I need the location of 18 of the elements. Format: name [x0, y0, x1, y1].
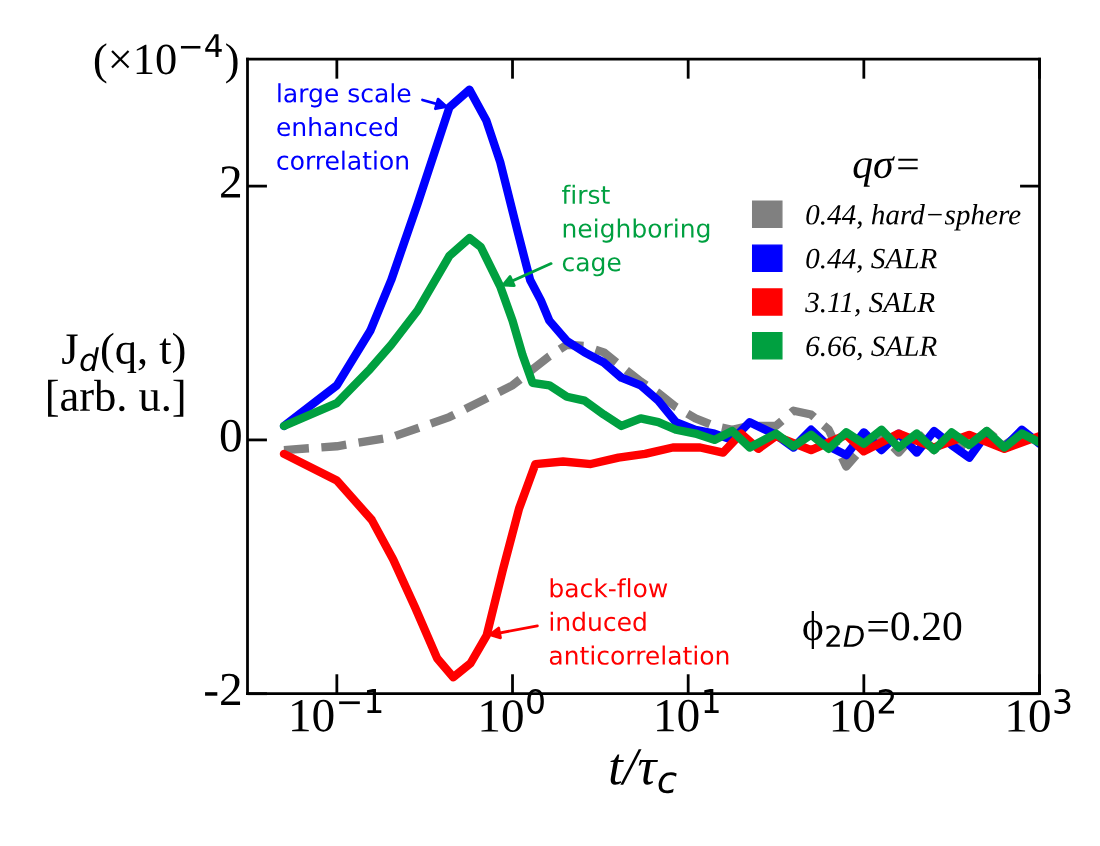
legend-title: qσ=: [853, 156, 918, 187]
x-tick-label: 10$^{1}$: [657, 689, 719, 732]
legend-label: 0.44, SALR: [806, 248, 937, 273]
y-tick-label: 0: [220, 419, 241, 452]
y-tick-label: -2: [205, 673, 241, 706]
annotation: back-flow induced anticorrelation: [549, 578, 729, 665]
x-tick-label: 10$^{3}$: [1008, 689, 1071, 733]
legend-label: 6.66, SALR: [806, 336, 937, 361]
annotation: first neighboring cage: [562, 184, 710, 277]
y-axis-title: J$_{d}$(q, t) [arb. u.]: [48, 332, 185, 417]
text: (×10$^{−4}$): [94, 34, 238, 84]
x-tick-label: 10$^{−1}$: [292, 689, 382, 732]
annotation: ϕ$_{2D}$=0.20: [803, 611, 962, 649]
y-tick-label: 2: [221, 166, 241, 198]
legend-label: 3.11, SALR: [805, 292, 935, 317]
legend-label: 0.44, hard−sphere: [806, 204, 1021, 231]
x-axis-title: t/τ$_{c}$: [610, 749, 677, 794]
annotation: large scale enhanced correlation: [277, 83, 411, 170]
